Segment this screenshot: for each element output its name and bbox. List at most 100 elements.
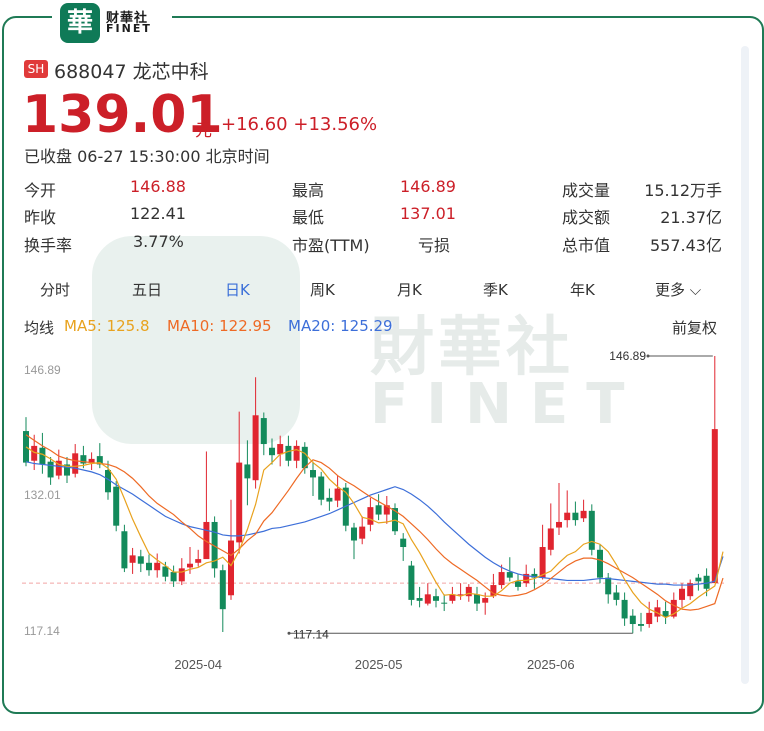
ma10-line: [25, 434, 724, 611]
market-badge: SH: [24, 60, 48, 78]
chevron-down-icon: ⌵: [685, 281, 702, 299]
min-label: 117.14: [293, 627, 329, 641]
candle-body: [711, 429, 718, 584]
candle-body: [433, 596, 439, 601]
open-label: 今开: [24, 181, 57, 200]
high-value: 146.89: [400, 177, 456, 196]
candle-body: [293, 445, 300, 461]
candle-body: [424, 594, 431, 604]
candle-body: [662, 611, 669, 617]
candle-body: [457, 594, 464, 596]
ma20-value: MA20: 125.29: [288, 317, 393, 335]
candle-body: [129, 555, 136, 563]
candle-body: [506, 572, 513, 578]
candle-body: [695, 577, 702, 582]
ma5-line: [25, 446, 724, 619]
candle-body: [211, 521, 218, 569]
adjust-toggle[interactable]: 前复权: [672, 319, 718, 337]
tab-more[interactable]: 更多 ⌵: [655, 279, 701, 300]
change-value: +16.60: [221, 114, 288, 135]
low-value: 137.01: [400, 204, 456, 223]
amount-value: 21.37亿: [660, 208, 722, 227]
ma20-line: [25, 461, 724, 586]
candle-body: [55, 460, 62, 476]
candle-body: [400, 538, 407, 548]
candle-body: [203, 521, 210, 560]
tab-daily-k[interactable]: 日K: [225, 281, 250, 299]
candle-body: [383, 505, 390, 515]
high-label: 最高: [292, 181, 325, 200]
stock-code-name: 688047 龙芯中科: [54, 61, 209, 83]
amount-label: 成交额: [562, 208, 611, 227]
candle-body: [687, 583, 694, 597]
pe-value: 亏损: [418, 236, 451, 255]
candle-body: [556, 521, 562, 528]
watermark-en: FINET: [370, 372, 643, 437]
candle-body: [154, 562, 161, 571]
prev-close-value: 122.41: [130, 204, 186, 223]
candle-body: [269, 447, 275, 456]
tab-weekly-k[interactable]: 周K: [310, 281, 335, 299]
candle-body: [523, 573, 530, 584]
tab-quarterly-k[interactable]: 季K: [483, 281, 508, 299]
candle-body: [572, 512, 579, 521]
candle-body: [482, 598, 489, 603]
candle-body: [547, 528, 554, 550]
candle-body: [449, 594, 456, 601]
candle-body: [105, 470, 111, 493]
candle-body: [113, 486, 120, 526]
candle-body: [646, 612, 653, 625]
tab-five-day[interactable]: 五日: [132, 281, 163, 299]
candle-body: [162, 566, 169, 577]
min-marker-dot: [287, 631, 291, 635]
candle-body: [359, 526, 366, 539]
candle-body: [137, 556, 144, 564]
candle-body: [498, 572, 505, 586]
finet-logo-icon: 華: [60, 3, 100, 43]
y-tick-label: 117.14: [24, 624, 60, 638]
y-tick-label: 146.89: [24, 363, 61, 377]
candle-body: [654, 607, 661, 617]
candle-body: [146, 562, 152, 571]
price-unit: 元: [195, 121, 212, 141]
candle-body: [375, 505, 382, 515]
market-status: 已收盘 06-27 15:30:00 北京时间: [24, 147, 270, 166]
candle-body: [301, 446, 308, 469]
pe-label: 市盈(TTM): [292, 236, 370, 255]
candle-body: [605, 577, 612, 595]
candle-body: [96, 456, 103, 465]
mktcap-label: 总市值: [562, 236, 611, 255]
candle-body: [613, 592, 620, 600]
y-tick-label: 132.01: [24, 488, 61, 502]
x-tick-label: 2025-04: [174, 657, 222, 672]
candle-body: [285, 445, 292, 461]
candle-body: [178, 568, 185, 582]
candle-body: [72, 453, 79, 474]
brand-name-en: FINET: [106, 22, 152, 35]
candle-body: [187, 563, 193, 568]
scrollbar-track: [741, 46, 749, 684]
tab-yearly-k[interactable]: 年K: [570, 281, 595, 299]
price-change: +16.60 +13.56%: [221, 114, 377, 135]
candle-body: [474, 594, 480, 604]
candle-body: [416, 598, 423, 601]
candle-body: [515, 581, 521, 587]
max-label: 146.89: [609, 349, 646, 363]
candle-body: [277, 444, 284, 455]
candle-body: [580, 510, 587, 519]
candle-body: [219, 570, 226, 610]
tab-monthly-k[interactable]: 月K: [397, 281, 422, 299]
volume-label: 成交量: [562, 181, 611, 200]
tab-intraday[interactable]: 分时: [40, 281, 71, 299]
candle-body: [597, 549, 603, 578]
candle-body: [334, 488, 341, 501]
candle-body: [228, 540, 234, 596]
candle-body: [490, 585, 497, 597]
candle-body: [638, 624, 644, 626]
candle-body: [64, 464, 70, 476]
candle-body: [244, 464, 251, 479]
candle-body: [588, 510, 595, 550]
candle-body: [441, 602, 448, 604]
x-tick-label: 2025-05: [355, 657, 403, 672]
